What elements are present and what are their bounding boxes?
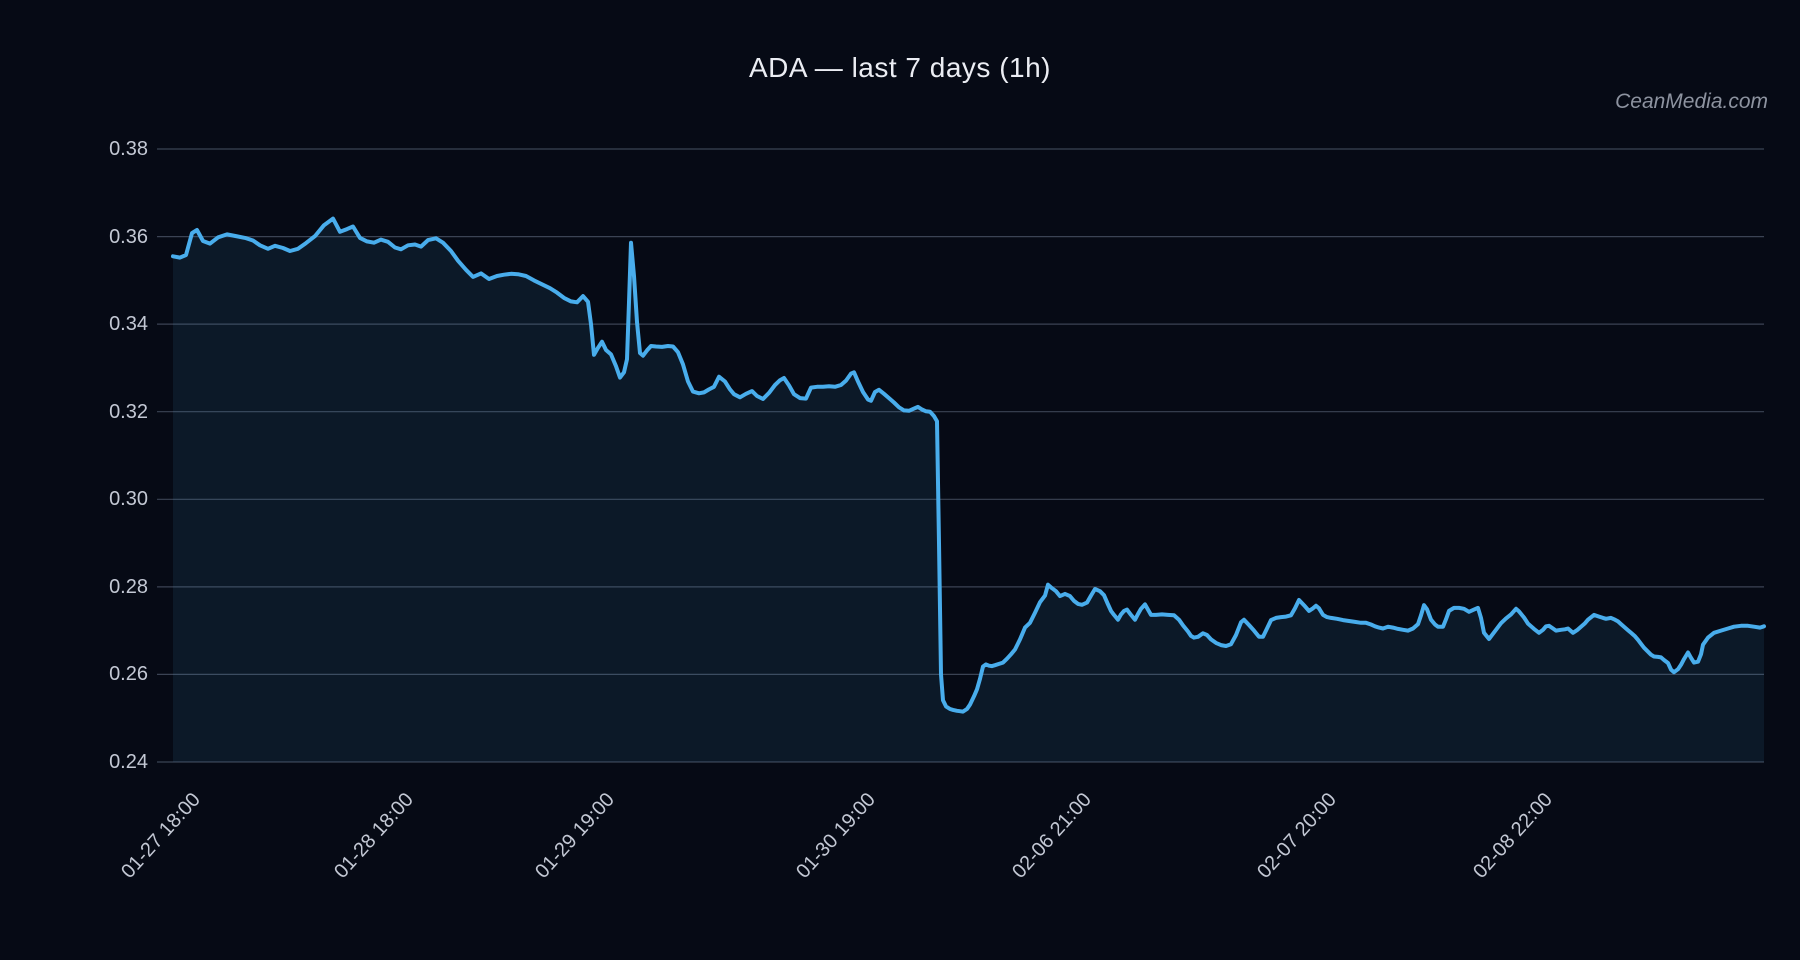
- y-tick-label: 0.28: [109, 575, 148, 598]
- y-tick-label: 0.30: [109, 488, 148, 511]
- price-area-fill: [173, 218, 1764, 763]
- watermark: CeanMedia.com: [1615, 90, 1768, 113]
- y-tick-label: 0.26: [109, 663, 148, 686]
- price-line: [171, 216, 1766, 714]
- y-tick-label: 0.34: [109, 313, 148, 336]
- y-tick-label: 0.24: [109, 751, 148, 773]
- y-tick-label: 0.36: [109, 225, 148, 248]
- chart-title: ADA — last 7 days (1h): [748, 52, 1051, 83]
- y-tick-label: 0.32: [109, 400, 148, 423]
- y-tick-label: 0.38: [109, 138, 148, 160]
